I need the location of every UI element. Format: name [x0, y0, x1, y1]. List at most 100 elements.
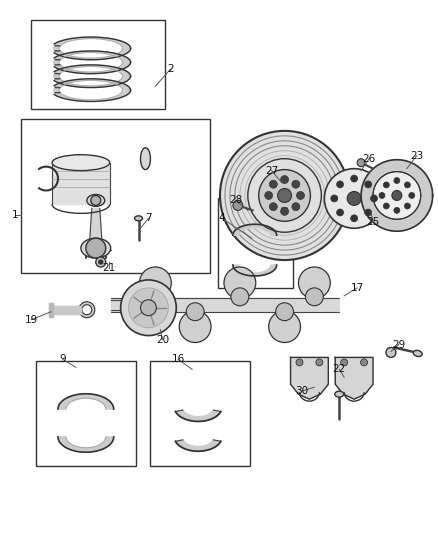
Text: 29: 29	[392, 340, 406, 350]
Circle shape	[383, 182, 389, 188]
Circle shape	[383, 203, 389, 209]
Text: 26: 26	[362, 154, 376, 164]
Text: 23: 23	[410, 151, 424, 161]
Circle shape	[91, 196, 101, 205]
Ellipse shape	[335, 391, 344, 397]
Polygon shape	[176, 410, 221, 422]
Ellipse shape	[87, 195, 105, 206]
Circle shape	[231, 288, 249, 306]
Circle shape	[281, 175, 289, 183]
Circle shape	[220, 131, 349, 260]
Circle shape	[278, 189, 292, 203]
Text: 21: 21	[102, 263, 115, 273]
Polygon shape	[111, 300, 120, 310]
Circle shape	[186, 303, 204, 321]
Ellipse shape	[140, 267, 171, 299]
Circle shape	[96, 257, 106, 267]
Circle shape	[233, 200, 243, 211]
Circle shape	[409, 192, 415, 198]
Circle shape	[99, 260, 103, 264]
Circle shape	[386, 348, 396, 358]
Text: 4: 4	[219, 213, 225, 223]
Bar	[218, 198, 293, 288]
Ellipse shape	[413, 350, 422, 357]
Text: 27: 27	[265, 166, 278, 175]
Text: 1: 1	[12, 211, 18, 220]
Bar	[31, 20, 165, 109]
Circle shape	[379, 192, 385, 198]
Polygon shape	[335, 358, 373, 399]
Bar	[150, 361, 250, 466]
Circle shape	[360, 359, 367, 366]
Circle shape	[394, 207, 400, 213]
Polygon shape	[52, 163, 110, 204]
Circle shape	[269, 203, 277, 211]
Circle shape	[357, 159, 365, 167]
Ellipse shape	[141, 148, 150, 169]
Circle shape	[351, 215, 357, 222]
Bar	[335, 188, 349, 204]
Text: 9: 9	[60, 354, 66, 365]
Circle shape	[392, 190, 402, 200]
Polygon shape	[233, 224, 277, 235]
Polygon shape	[90, 208, 102, 238]
Text: 28: 28	[229, 196, 243, 205]
Polygon shape	[176, 440, 221, 451]
Text: 17: 17	[350, 283, 364, 293]
Polygon shape	[51, 65, 131, 87]
Circle shape	[337, 209, 343, 216]
Ellipse shape	[134, 216, 142, 221]
Polygon shape	[51, 79, 131, 101]
Circle shape	[365, 209, 372, 216]
Ellipse shape	[52, 155, 110, 171]
Circle shape	[296, 359, 303, 366]
Circle shape	[365, 181, 372, 188]
Polygon shape	[361, 160, 433, 231]
Circle shape	[248, 159, 321, 232]
Circle shape	[316, 359, 323, 366]
Text: 25: 25	[367, 217, 380, 227]
Circle shape	[297, 191, 304, 199]
Polygon shape	[58, 394, 114, 409]
Circle shape	[146, 288, 164, 306]
Ellipse shape	[179, 311, 211, 343]
Polygon shape	[290, 358, 328, 399]
Circle shape	[141, 300, 156, 316]
Circle shape	[129, 288, 168, 328]
Bar	[36, 361, 135, 466]
Text: 22: 22	[332, 365, 346, 374]
Ellipse shape	[298, 267, 330, 299]
Circle shape	[259, 169, 311, 221]
Polygon shape	[58, 437, 114, 452]
Ellipse shape	[268, 311, 300, 343]
Circle shape	[265, 191, 273, 199]
Text: 7: 7	[145, 213, 152, 223]
Text: 2: 2	[167, 64, 173, 74]
Text: 30: 30	[295, 386, 308, 396]
Text: 16: 16	[172, 354, 185, 365]
Polygon shape	[51, 37, 131, 60]
Circle shape	[269, 180, 277, 188]
Circle shape	[337, 181, 343, 188]
Bar	[21, 119, 210, 273]
Circle shape	[120, 280, 176, 336]
Circle shape	[281, 207, 289, 215]
Circle shape	[404, 182, 410, 188]
Circle shape	[373, 172, 421, 219]
Polygon shape	[51, 51, 131, 74]
Circle shape	[347, 191, 361, 205]
Text: 20: 20	[156, 335, 169, 344]
Polygon shape	[49, 303, 53, 317]
Polygon shape	[49, 306, 81, 314]
Circle shape	[292, 203, 300, 211]
Circle shape	[371, 195, 378, 202]
Circle shape	[351, 175, 357, 182]
Polygon shape	[233, 265, 277, 276]
Circle shape	[292, 180, 300, 188]
Circle shape	[331, 195, 338, 202]
Circle shape	[324, 168, 384, 228]
Circle shape	[86, 238, 106, 258]
Polygon shape	[111, 298, 339, 312]
Ellipse shape	[81, 238, 111, 258]
Circle shape	[394, 177, 400, 183]
